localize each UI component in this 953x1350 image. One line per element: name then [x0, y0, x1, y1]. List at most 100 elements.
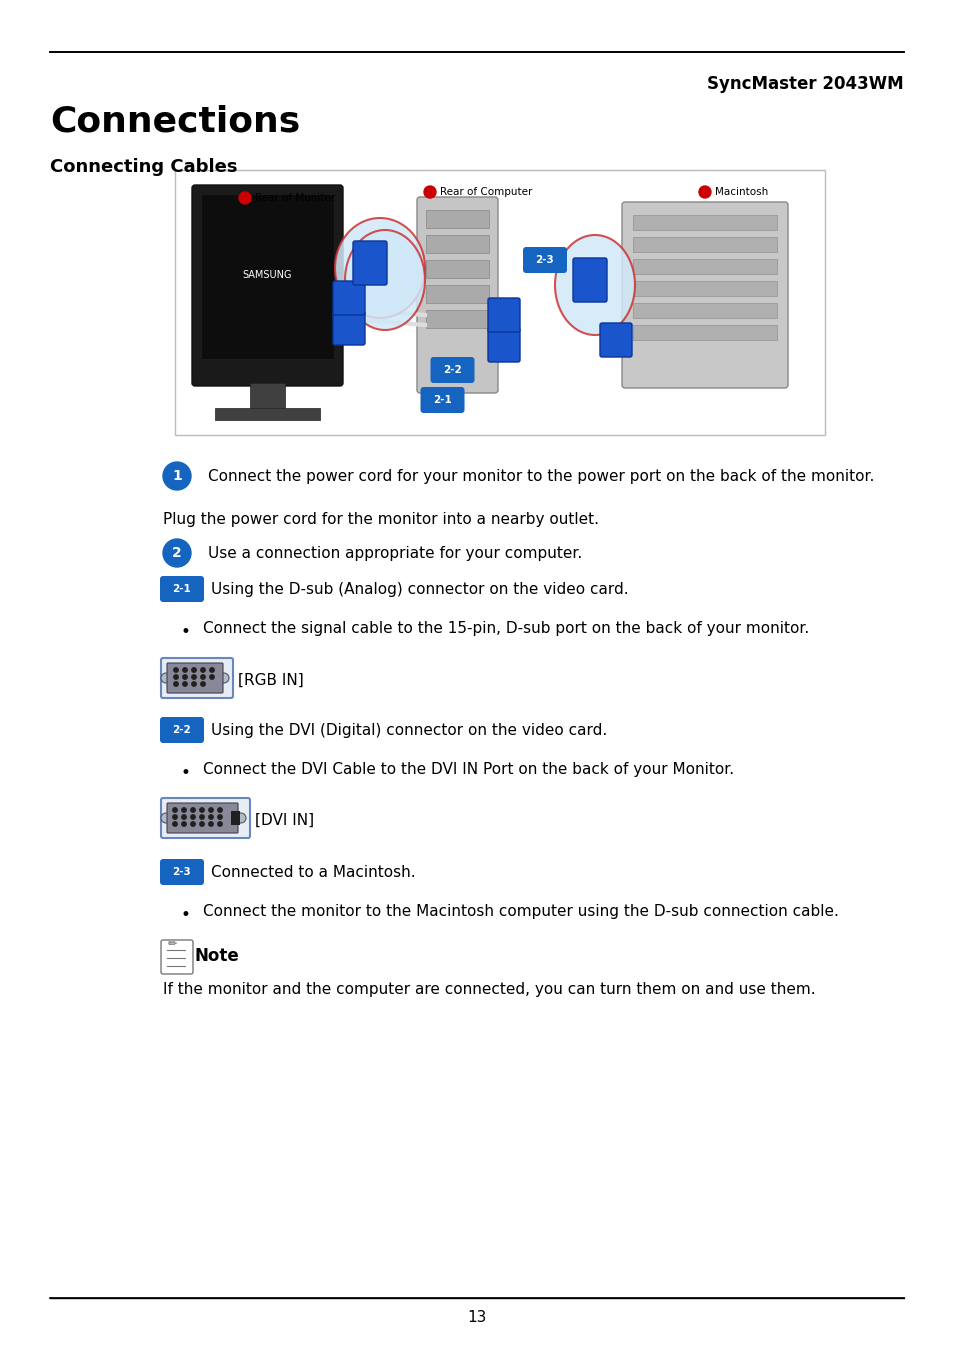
- Bar: [633, 259, 776, 274]
- Circle shape: [235, 813, 246, 823]
- Circle shape: [209, 815, 213, 819]
- Bar: [250, 383, 285, 408]
- Circle shape: [172, 822, 177, 826]
- Ellipse shape: [555, 235, 635, 335]
- Text: 2-3: 2-3: [535, 255, 554, 265]
- Circle shape: [199, 822, 204, 826]
- FancyBboxPatch shape: [192, 185, 343, 386]
- FancyBboxPatch shape: [573, 258, 606, 302]
- Circle shape: [172, 807, 177, 813]
- Bar: [426, 261, 489, 278]
- Circle shape: [163, 462, 191, 490]
- Circle shape: [191, 815, 195, 819]
- Circle shape: [173, 675, 178, 679]
- Circle shape: [191, 822, 195, 826]
- Circle shape: [209, 807, 213, 813]
- Circle shape: [182, 822, 186, 826]
- Text: Connect the DVI Cable to the DVI IN Port on the back of your Monitor.: Connect the DVI Cable to the DVI IN Port…: [203, 761, 734, 778]
- FancyBboxPatch shape: [430, 356, 474, 383]
- Bar: [426, 285, 489, 302]
- Text: Rear of Computer: Rear of Computer: [439, 188, 532, 197]
- Text: Connect the monitor to the Macintosh computer using the D-sub connection cable.: Connect the monitor to the Macintosh com…: [203, 904, 838, 919]
- Text: 2-2: 2-2: [442, 364, 461, 375]
- Circle shape: [182, 807, 186, 813]
- Text: 2-2: 2-2: [172, 725, 192, 734]
- Bar: [633, 302, 776, 319]
- FancyBboxPatch shape: [333, 281, 365, 315]
- Text: Connect the signal cable to the 15-pin, D-sub port on the back of your monitor.: Connect the signal cable to the 15-pin, …: [203, 621, 808, 636]
- Circle shape: [161, 813, 171, 823]
- Circle shape: [239, 192, 251, 204]
- FancyBboxPatch shape: [167, 803, 237, 833]
- Circle shape: [191, 807, 195, 813]
- Circle shape: [183, 668, 187, 672]
- Text: •: •: [181, 622, 191, 641]
- Circle shape: [199, 815, 204, 819]
- FancyBboxPatch shape: [160, 717, 204, 742]
- Text: If the monitor and the computer are connected, you can turn them on and use them: If the monitor and the computer are conn…: [163, 981, 815, 998]
- Circle shape: [200, 668, 205, 672]
- Text: [DVI IN]: [DVI IN]: [254, 813, 314, 828]
- Text: Using the DVI (Digital) connector on the video card.: Using the DVI (Digital) connector on the…: [211, 724, 607, 738]
- Ellipse shape: [345, 230, 424, 329]
- Bar: [633, 238, 776, 252]
- Text: Macintosh: Macintosh: [714, 188, 767, 197]
- Text: 2: 2: [172, 545, 182, 560]
- Text: Plug the power cord for the monitor into a nearby outlet.: Plug the power cord for the monitor into…: [163, 512, 598, 526]
- Circle shape: [200, 675, 205, 679]
- Circle shape: [423, 186, 436, 198]
- FancyBboxPatch shape: [161, 798, 250, 838]
- Circle shape: [172, 815, 177, 819]
- Bar: [633, 215, 776, 230]
- FancyBboxPatch shape: [621, 202, 787, 387]
- Circle shape: [219, 674, 229, 683]
- Circle shape: [217, 807, 222, 813]
- Text: Use a connection appropriate for your computer.: Use a connection appropriate for your co…: [208, 545, 581, 562]
- FancyBboxPatch shape: [488, 328, 519, 362]
- Circle shape: [173, 682, 178, 686]
- Text: 2-1: 2-1: [433, 396, 452, 405]
- Text: Rear of Monitor: Rear of Monitor: [254, 193, 335, 202]
- Bar: [231, 811, 240, 825]
- Text: Connect the power cord for your monitor to the power port on the back of the mon: Connect the power cord for your monitor …: [208, 468, 874, 485]
- Text: 2-3: 2-3: [172, 867, 192, 878]
- Bar: [426, 211, 489, 228]
- Text: Connecting Cables: Connecting Cables: [50, 158, 237, 176]
- Bar: [633, 281, 776, 296]
- Circle shape: [173, 668, 178, 672]
- Circle shape: [182, 815, 186, 819]
- FancyBboxPatch shape: [167, 663, 223, 693]
- Bar: [426, 235, 489, 252]
- Bar: [201, 194, 334, 359]
- Circle shape: [217, 815, 222, 819]
- FancyBboxPatch shape: [522, 247, 566, 273]
- Circle shape: [163, 539, 191, 567]
- FancyBboxPatch shape: [599, 323, 631, 356]
- Circle shape: [199, 807, 204, 813]
- Text: SyncMaster 2043WM: SyncMaster 2043WM: [706, 76, 903, 93]
- Circle shape: [192, 675, 196, 679]
- Circle shape: [183, 682, 187, 686]
- Bar: [426, 310, 489, 328]
- Text: ✏: ✏: [168, 940, 177, 949]
- Circle shape: [192, 668, 196, 672]
- Circle shape: [192, 682, 196, 686]
- FancyBboxPatch shape: [420, 387, 464, 413]
- Circle shape: [200, 682, 205, 686]
- Text: 1: 1: [172, 468, 182, 483]
- FancyBboxPatch shape: [161, 657, 233, 698]
- Bar: [214, 408, 319, 420]
- Text: SAMSUNG: SAMSUNG: [242, 270, 292, 281]
- Bar: [174, 170, 824, 435]
- Circle shape: [217, 822, 222, 826]
- Text: •: •: [181, 764, 191, 782]
- Ellipse shape: [335, 217, 424, 319]
- FancyBboxPatch shape: [160, 576, 204, 602]
- Circle shape: [183, 675, 187, 679]
- Circle shape: [209, 822, 213, 826]
- Text: Connections: Connections: [50, 105, 300, 139]
- FancyBboxPatch shape: [416, 197, 497, 393]
- Circle shape: [161, 674, 171, 683]
- FancyBboxPatch shape: [161, 940, 193, 973]
- Bar: [633, 325, 776, 340]
